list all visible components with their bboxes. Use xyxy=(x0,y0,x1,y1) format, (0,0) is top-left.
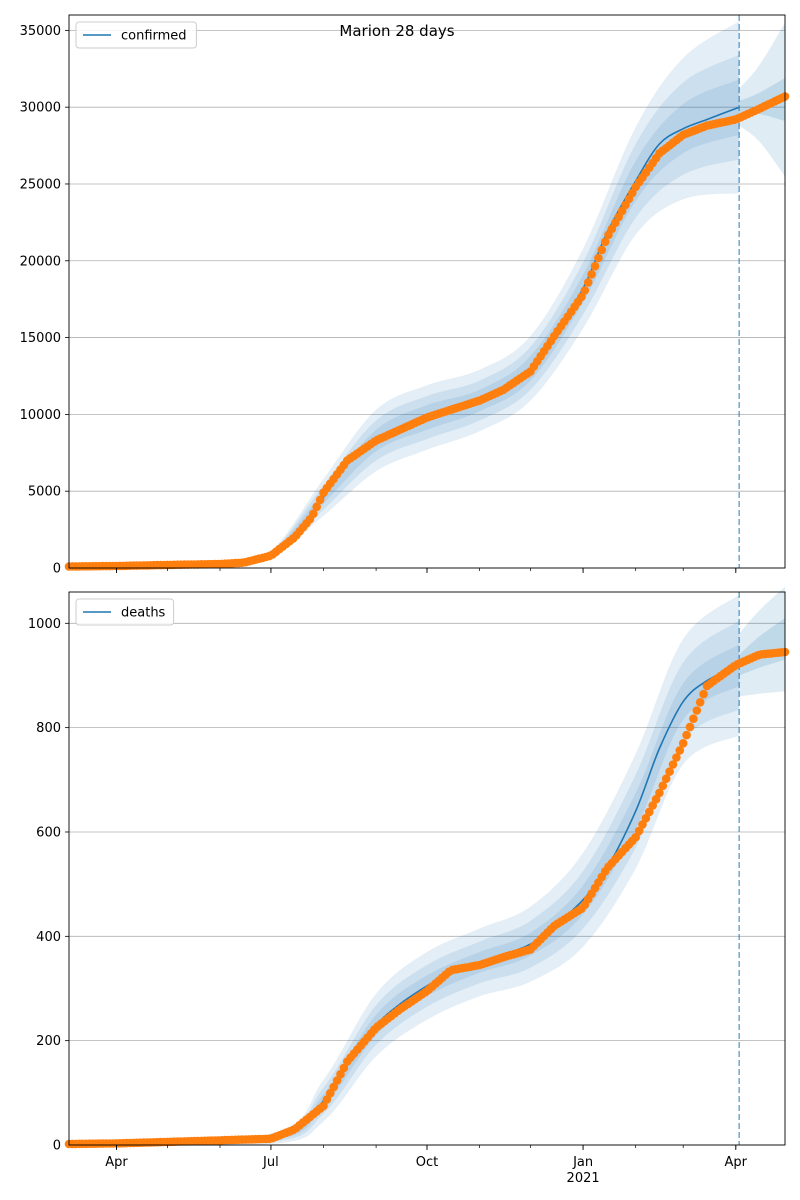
observed-point xyxy=(329,1082,339,1092)
y-tick-label: 400 xyxy=(36,930,61,945)
observed-point xyxy=(692,706,702,715)
observed-point xyxy=(339,1063,349,1073)
x-tick-label: Oct xyxy=(416,1155,438,1170)
observed-point xyxy=(594,253,603,263)
observed-point xyxy=(661,774,671,783)
observed-point xyxy=(675,746,685,755)
observed-point xyxy=(577,292,586,302)
observed-point xyxy=(651,794,661,804)
observed-point xyxy=(689,714,698,723)
x-tick-label: Apr xyxy=(725,1155,748,1170)
observed-point xyxy=(312,502,322,512)
y-tick-label: 0 xyxy=(53,562,61,577)
y-tick-label: 800 xyxy=(36,721,61,736)
observed-point xyxy=(322,1095,332,1104)
x-tick-label: Jul xyxy=(262,1155,279,1170)
y-tick-label: 30000 xyxy=(20,101,61,116)
observed-point xyxy=(678,739,688,748)
uncertainty-band-inner xyxy=(69,644,740,1145)
uncertainty-band-middle xyxy=(69,54,740,567)
y-tick-label: 1000 xyxy=(28,617,61,632)
legend-box xyxy=(75,598,175,626)
observed-point xyxy=(672,753,681,762)
x-tick-label: Apr xyxy=(105,1155,128,1170)
observed-point xyxy=(665,767,674,776)
observed-point xyxy=(332,1076,342,1085)
y-tick-label: 25000 xyxy=(20,177,61,192)
observed-point xyxy=(631,832,640,842)
y-tick-label: 10000 xyxy=(20,408,61,423)
observed-point xyxy=(580,286,590,295)
observed-point xyxy=(590,261,600,271)
observed-point xyxy=(326,1088,335,1098)
model-line xyxy=(68,664,740,1146)
observed-point xyxy=(658,781,668,791)
observed-point xyxy=(600,237,610,247)
deaths-panel: 0 200 400 600 800 1000 deaths xyxy=(28,586,790,1154)
y-tick-label: 200 xyxy=(36,1034,61,1049)
observed-point xyxy=(634,826,644,836)
observed-point xyxy=(655,788,664,798)
y-tick-label: 20000 xyxy=(20,254,61,269)
figure-title: Marion 28 days xyxy=(339,22,454,40)
y-tick-label: 0 xyxy=(53,1139,61,1154)
confirmed-panel: 0 5000 10000 15000 20000 25000 30000 35000 confi… xyxy=(20,14,790,577)
observed-point xyxy=(336,1069,345,1079)
legend-label: deaths xyxy=(121,606,166,621)
observed-point xyxy=(648,801,657,810)
x-year-label: 2021 xyxy=(567,1171,600,1186)
x-tick-label: Jan xyxy=(572,1155,593,1170)
observed-point xyxy=(638,820,647,829)
observed-point xyxy=(587,270,596,279)
observed-point xyxy=(597,245,607,255)
legend-box xyxy=(75,21,197,49)
observed-point xyxy=(309,509,318,519)
uncertainty-band-outer xyxy=(69,594,740,1146)
y-tick-label: 15000 xyxy=(20,331,61,346)
observed-point xyxy=(645,807,654,817)
forecast-band-outer xyxy=(739,586,785,697)
observed-point xyxy=(685,722,695,732)
forecast-band-outer xyxy=(739,22,785,177)
uncertainty-band-middle xyxy=(69,620,740,1146)
uncertainty-band-outer xyxy=(69,21,740,567)
y-tick-label: 35000 xyxy=(20,24,61,39)
observed-point xyxy=(699,689,708,699)
observed-point xyxy=(682,730,691,740)
x-axis: Apr Jul Oct Jan Apr 2021 xyxy=(105,1155,747,1186)
y-tick-label: 600 xyxy=(36,825,61,840)
observed-point xyxy=(695,698,705,707)
observed-point xyxy=(315,495,325,505)
observed-point xyxy=(668,760,678,769)
legend-label: confirmed xyxy=(121,29,187,44)
observed-point xyxy=(641,813,651,823)
y-tick-label: 5000 xyxy=(28,485,61,500)
observed-point xyxy=(583,278,593,287)
uncertainty-band-inner xyxy=(69,79,740,567)
observed-point xyxy=(319,1101,328,1111)
